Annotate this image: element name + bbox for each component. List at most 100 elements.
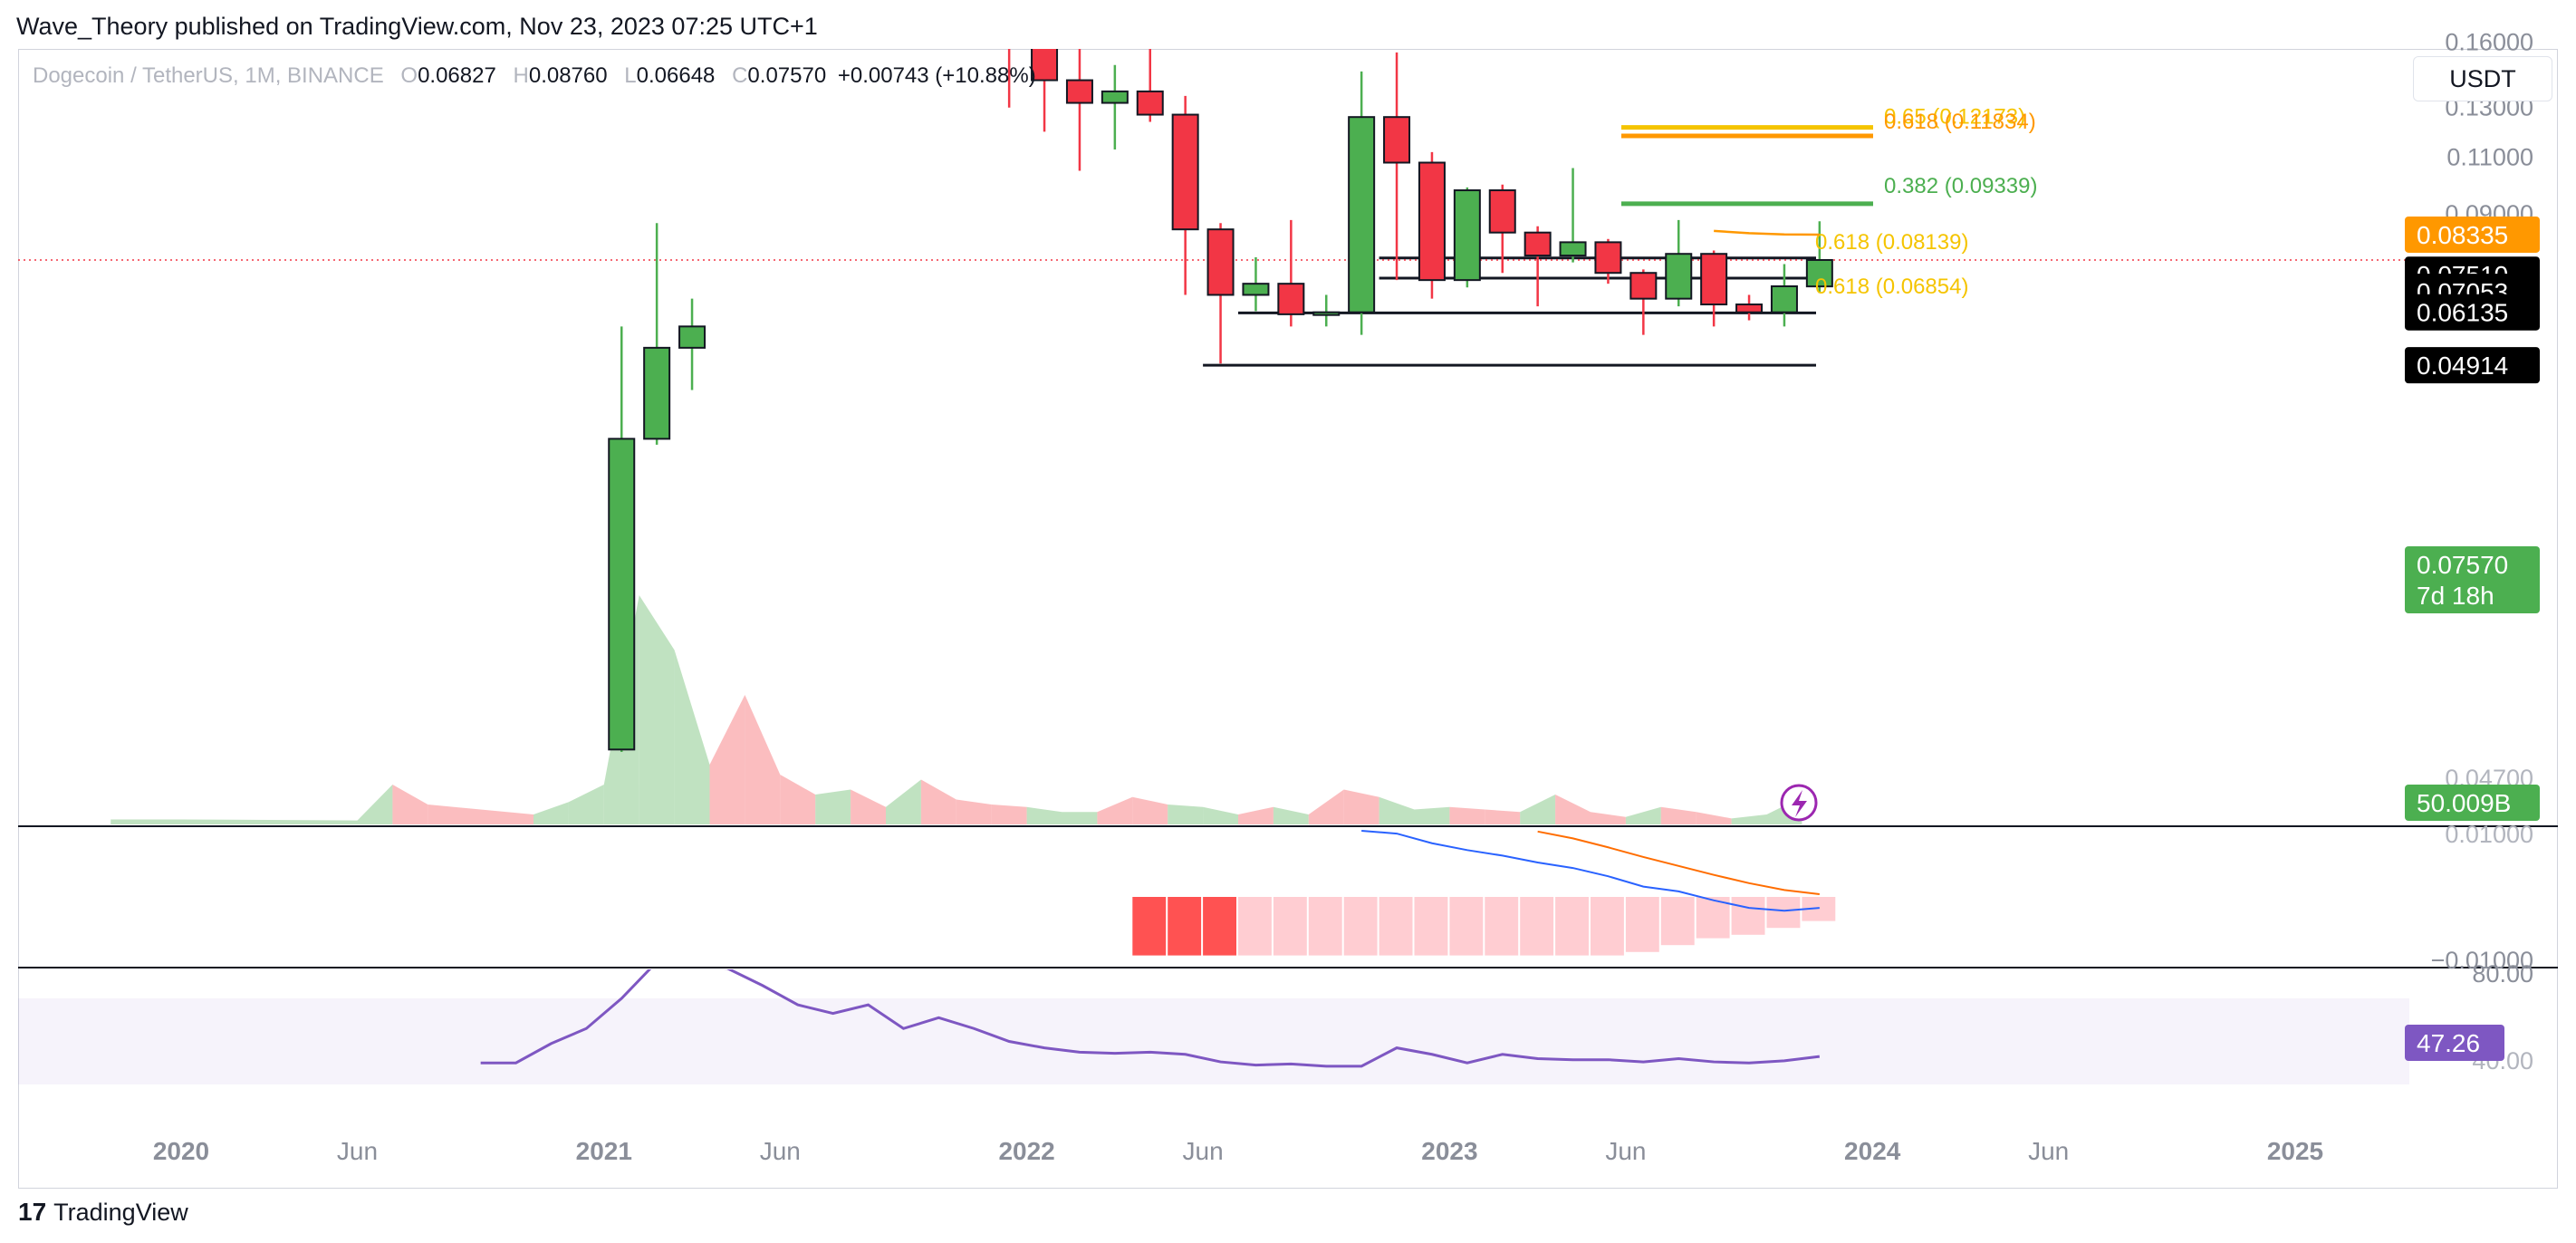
time-axis-tick: Jun: [1605, 1137, 1646, 1165]
legend-close-label: C: [732, 63, 748, 88]
macd-histogram-bar: [1731, 897, 1765, 935]
fib-level-label: 0.65 (0.12173): [1884, 105, 2025, 130]
legend-symbol: Dogecoin / TetherUS, 1M, BINANCE: [33, 63, 384, 88]
time-axis-tick: 2023: [1421, 1137, 1477, 1165]
candle-body: [1418, 161, 1446, 282]
legend-low: 0.06648: [636, 63, 716, 88]
candle-body: [1031, 49, 1059, 82]
price-tag: [2405, 294, 2540, 331]
volume-area-segment: [1343, 789, 1379, 824]
volume-area-segment: [956, 799, 992, 824]
volume-area-segment: [1696, 812, 1732, 824]
volume-area-segment: [1731, 814, 1767, 824]
currency-unit-button[interactable]: USDT: [2413, 56, 2552, 101]
time-axis-tick: Jun: [337, 1137, 378, 1165]
volume-area-segment: [780, 775, 816, 824]
macd-histogram-bar: [1449, 897, 1484, 956]
candle-body: [608, 438, 636, 751]
macd-histogram-bar: [1591, 897, 1624, 956]
price-tag-value: 0.06135: [2417, 299, 2508, 327]
price-tag-value: 0.07570: [2417, 551, 2508, 579]
candle-body: [996, 0, 1022, 23]
macd-histogram-bar: [1238, 897, 1272, 956]
candle-body: [1700, 253, 1728, 306]
legend-open-label: O: [400, 63, 418, 88]
volume-area-segment: [1168, 805, 1204, 824]
rsi-axis-tick: 80.00: [2472, 960, 2533, 988]
candle-body: [1453, 189, 1481, 282]
lightning-icon: [1792, 790, 1807, 817]
macd-histogram-bar: [1485, 897, 1519, 956]
volume-area-segment: [1308, 789, 1344, 824]
tradingview-logo-icon: 17: [18, 1198, 47, 1226]
macd-histogram-bar: [1203, 897, 1236, 956]
macd-histogram-bar: [1414, 897, 1448, 956]
legend-high-label: H: [513, 63, 529, 88]
volume-area-segment: [639, 595, 675, 824]
volume-area-segment: [1449, 806, 1485, 824]
publisher-line: Wave_Theory published on TradingView.com…: [16, 13, 818, 40]
time-axis-tick: 2020: [153, 1137, 209, 1165]
fib-level-label: 0.618 (0.06854): [1815, 275, 1968, 299]
macd-histogram-bar: [1273, 897, 1307, 956]
volume-area-segment: [1026, 806, 1062, 824]
macd-histogram-bar: [1168, 897, 1202, 956]
candle-body: [678, 325, 706, 349]
candles-layer: [608, 0, 1833, 752]
fib-level-label: 0.382 (0.09339): [1884, 174, 2037, 198]
macd-histogram-bar: [1379, 897, 1413, 956]
candle-body: [1559, 241, 1587, 257]
macd-line: [1361, 830, 1820, 912]
volume-area-segment: [392, 785, 428, 824]
volume-area-segment: [357, 785, 393, 824]
volume-area-segment: [1062, 812, 1098, 824]
rsi-tag-value: 47.26: [2417, 1029, 2480, 1057]
volume-area-segment: [1238, 806, 1274, 824]
volume-area-segment: [815, 789, 851, 824]
macd-histogram-bar: [1308, 897, 1342, 956]
fib-level-label: 0.618 (0.11834): [1884, 110, 2036, 134]
tradingview-brand: TradingView: [53, 1198, 188, 1226]
chart-frame: [18, 49, 2558, 1189]
candle-body: [1770, 285, 1798, 313]
candle-body: [1805, 258, 1833, 288]
volume-area-segment: [1555, 795, 1591, 824]
tradingview-footer: 17 TradingView: [18, 1198, 188, 1227]
volume-area-segment: [1379, 796, 1415, 824]
volume-area-segment: [1520, 795, 1556, 824]
candle-body: [1136, 90, 1164, 116]
macd-histogram-bar: [1696, 897, 1730, 939]
symbol-legend: Dogecoin / TetherUS, 1M, BINANCE O0.0682…: [33, 63, 1036, 89]
macd-axis-tick: −0.01000: [2431, 947, 2533, 974]
volume-area-segment: [674, 650, 710, 824]
macd-signal-line: [1537, 830, 1820, 895]
price-tag: [2405, 347, 2540, 384]
candle-body: [1206, 228, 1235, 296]
volume-layer: [111, 595, 1802, 824]
macd-histogram-bar: [1660, 897, 1695, 946]
macd-histogram-bar: [1520, 897, 1554, 956]
volume-area-segment: [1132, 796, 1168, 824]
volume-area-segment: [111, 819, 181, 824]
volume-area-segment: [1660, 806, 1697, 824]
time-axis-tick: 2024: [1844, 1137, 1901, 1165]
volume-area-segment: [1485, 809, 1521, 824]
ema-line: [1714, 229, 1820, 236]
candle-body: [1383, 116, 1411, 164]
macd-histogram-bar: [1343, 897, 1378, 956]
candle-body: [1171, 113, 1199, 231]
price-tag: [2405, 546, 2540, 613]
rsi-band: [18, 998, 2409, 1084]
volume-area-segment: [1097, 796, 1133, 824]
legend-open: 0.06827: [418, 63, 496, 88]
volume-area-segment: [991, 805, 1027, 824]
price-axis-tick: 0.11000: [2446, 144, 2533, 171]
volume-area-segment: [1625, 806, 1661, 824]
price-tag-countdown: 7d 18h: [2417, 582, 2494, 610]
candle-body: [1065, 79, 1093, 104]
macd-axis-tick: 0.01000: [2445, 821, 2533, 848]
macd-histogram-bar: [1132, 897, 1167, 956]
volume-area-segment: [886, 779, 921, 824]
volume-area-segment: [1414, 806, 1450, 824]
